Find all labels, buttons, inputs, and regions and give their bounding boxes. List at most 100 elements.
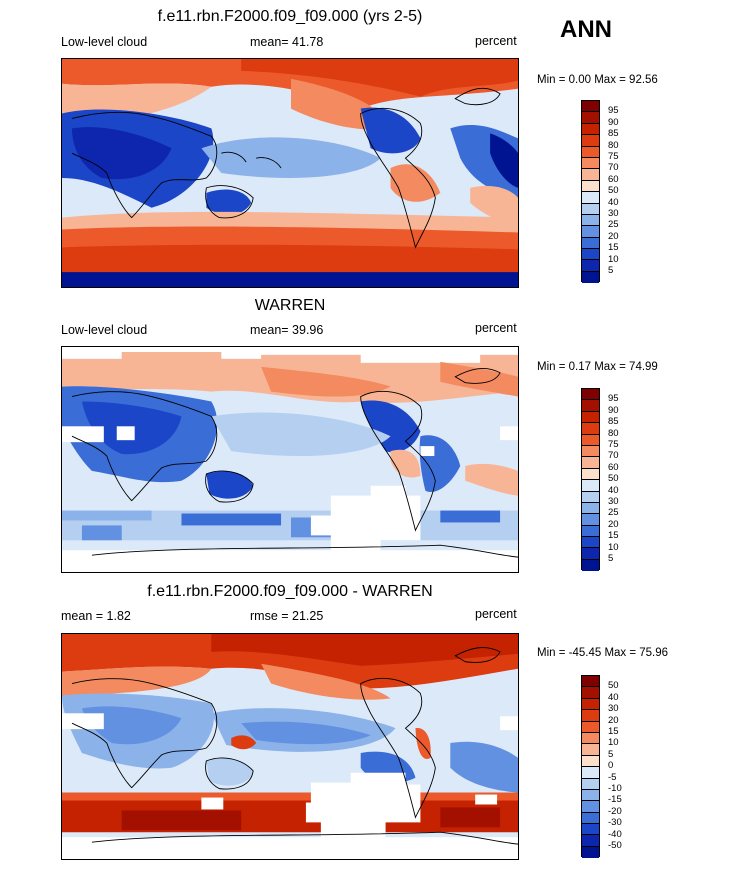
colorbar-box xyxy=(582,192,599,204)
panel3-units-label: percent xyxy=(475,607,517,621)
panel2-colorbar xyxy=(581,388,600,572)
colorbar-label: -30 xyxy=(608,817,622,829)
colorbar-box xyxy=(582,514,599,526)
colorbar-label: 10 xyxy=(608,541,619,553)
colorbar-box xyxy=(582,721,599,733)
colorbar-box xyxy=(582,732,599,745)
panel1-colorbar xyxy=(581,100,600,284)
colorbar-box xyxy=(582,146,599,158)
panel1-map-field xyxy=(62,59,518,287)
panel3-minmax: Min = -45.45 Max = 75.96 xyxy=(537,647,669,659)
colorbar-label: 30 xyxy=(608,703,619,715)
colorbar-box xyxy=(582,789,599,802)
colorbar-box xyxy=(582,559,599,572)
colorbar-box xyxy=(582,744,599,756)
colorbar-label: 40 xyxy=(608,691,619,703)
panel1-mean-label: mean= 41.78 xyxy=(250,35,324,49)
colorbar-box xyxy=(582,271,599,284)
colorbar-label: 5 xyxy=(608,265,614,276)
colorbar-box xyxy=(582,135,599,147)
colorbar-box xyxy=(582,824,599,836)
colorbar-label: 85 xyxy=(608,416,619,428)
colorbar-box xyxy=(582,423,599,435)
panel2-units-label: percent xyxy=(475,321,517,335)
colorbar-box xyxy=(582,180,599,193)
colorbar-box xyxy=(582,676,599,688)
colorbar-box xyxy=(582,226,599,238)
colorbar-label: 30 xyxy=(608,496,619,507)
panel2-map-field xyxy=(62,347,518,572)
colorbar-box xyxy=(582,237,599,250)
colorbar-label: 75 xyxy=(608,151,619,162)
colorbar-label: 20 xyxy=(608,518,619,530)
panel1-units-label: percent xyxy=(475,34,517,48)
colorbar-box xyxy=(582,812,599,825)
colorbar-label: 40 xyxy=(608,196,619,208)
colorbar-label: 20 xyxy=(608,230,619,242)
colorbar-box xyxy=(582,548,599,560)
colorbar-label: 60 xyxy=(608,461,619,473)
panel2-mean-label: mean= 39.96 xyxy=(250,323,324,337)
colorbar-label: 80 xyxy=(608,139,619,151)
colorbar-label: 95 xyxy=(608,393,619,405)
colorbar-box xyxy=(582,389,599,401)
colorbar-label: 10 xyxy=(608,737,619,749)
panel3-map-field xyxy=(62,634,518,859)
colorbar-box xyxy=(582,214,599,227)
colorbar-label: 85 xyxy=(608,128,619,140)
colorbar-box xyxy=(582,434,599,446)
colorbar-label: 90 xyxy=(608,116,619,128)
colorbar-label: -10 xyxy=(608,783,622,794)
colorbar-box xyxy=(582,445,599,458)
colorbar-box xyxy=(582,767,599,779)
panel1-map xyxy=(61,58,519,288)
panel2-left-label: Low-level cloud xyxy=(61,323,148,337)
panel2-minmax: Min = 0.17 Max = 74.99 xyxy=(537,361,658,373)
season-label: ANN xyxy=(560,16,612,43)
colorbar-label: -50 xyxy=(608,840,622,851)
colorbar-box xyxy=(582,537,599,549)
colorbar-box xyxy=(582,101,599,113)
colorbar-box xyxy=(582,468,599,481)
panel1-title: f.e11.rbn.F2000.f09_f09.000 (yrs 2-5) xyxy=(157,8,423,25)
colorbar-box xyxy=(582,400,599,412)
panel3-title: f.e11.rbn.F2000.f09_f09.000 - WARREN xyxy=(147,583,433,600)
colorbar-label: -20 xyxy=(608,805,622,817)
colorbar-label: 25 xyxy=(608,507,619,519)
colorbar-box xyxy=(582,491,599,503)
colorbar-box xyxy=(582,157,599,170)
colorbar-label: -5 xyxy=(608,771,617,783)
colorbar-box xyxy=(582,249,599,261)
colorbar-label: -40 xyxy=(608,828,622,840)
panel3-colorbar xyxy=(581,675,600,859)
panel2-map xyxy=(61,346,519,573)
panel3-rmse-label: rmse = 21.25 xyxy=(250,609,324,623)
colorbar-box xyxy=(582,123,599,136)
colorbar-box xyxy=(582,480,599,492)
colorbar-label: 5 xyxy=(608,748,614,760)
colorbar-label: 15 xyxy=(608,530,619,542)
colorbar-label: 50 xyxy=(608,680,619,692)
panel3-map xyxy=(61,633,519,860)
colorbar-label: 20 xyxy=(608,714,619,726)
colorbar-label: 0 xyxy=(608,760,614,772)
colorbar-label: 25 xyxy=(608,219,619,231)
colorbar-box xyxy=(582,687,599,699)
colorbar-box xyxy=(582,203,599,215)
colorbar-label: 50 xyxy=(608,473,619,485)
panel3-mean-label: mean = 1.82 xyxy=(61,609,131,623)
colorbar-box xyxy=(582,698,599,711)
colorbar-label: -15 xyxy=(608,794,622,806)
colorbar-box xyxy=(582,801,599,813)
panel1-minmax: Min = 0.00 Max = 92.56 xyxy=(537,74,658,86)
colorbar-box xyxy=(582,755,599,768)
colorbar-label: 75 xyxy=(608,439,619,450)
panel1-left-label: Low-level cloud xyxy=(61,35,148,49)
colorbar-box xyxy=(582,502,599,515)
colorbar-label: 70 xyxy=(608,450,619,462)
colorbar-label: 60 xyxy=(608,173,619,185)
colorbar-label: 70 xyxy=(608,162,619,174)
colorbar-label: 5 xyxy=(608,553,614,564)
colorbar-box xyxy=(582,112,599,124)
colorbar-box xyxy=(582,457,599,469)
